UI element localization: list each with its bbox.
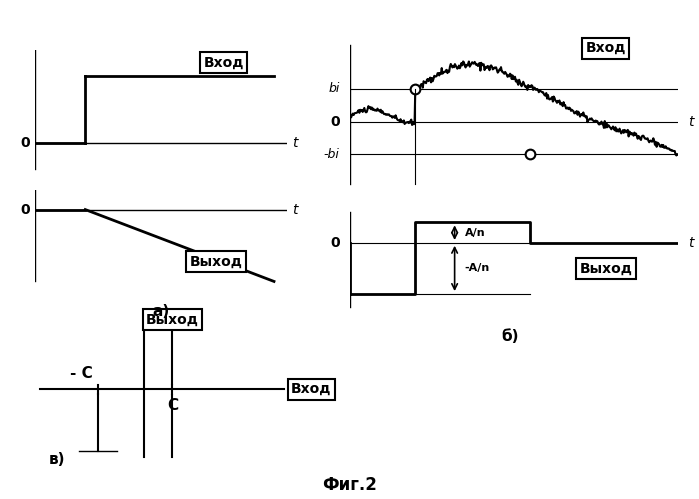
Text: C: C xyxy=(167,398,178,413)
Text: 0: 0 xyxy=(20,136,29,151)
Text: в): в) xyxy=(49,452,66,467)
Text: Вход: Вход xyxy=(586,41,626,55)
Text: A/n: A/n xyxy=(464,228,485,238)
Text: 0: 0 xyxy=(330,236,340,250)
Text: Вход: Вход xyxy=(203,56,244,70)
Text: -A/n: -A/n xyxy=(464,263,490,273)
Text: Выход: Выход xyxy=(146,313,199,327)
Text: Фиг.2: Фиг.2 xyxy=(322,476,377,494)
Text: 0: 0 xyxy=(330,115,340,129)
Text: Вход: Вход xyxy=(291,382,331,396)
Text: Выход: Выход xyxy=(189,254,243,268)
Text: Выход: Выход xyxy=(579,261,632,275)
Text: t: t xyxy=(291,203,297,217)
Text: а): а) xyxy=(152,304,169,319)
Text: t: t xyxy=(291,136,297,151)
Text: - C: - C xyxy=(70,366,93,381)
Text: t: t xyxy=(688,115,693,129)
Text: б): б) xyxy=(501,329,519,344)
Text: t: t xyxy=(688,236,693,250)
Text: bi: bi xyxy=(329,82,340,95)
Text: 0: 0 xyxy=(20,203,29,217)
Text: -bi: -bi xyxy=(324,148,340,161)
